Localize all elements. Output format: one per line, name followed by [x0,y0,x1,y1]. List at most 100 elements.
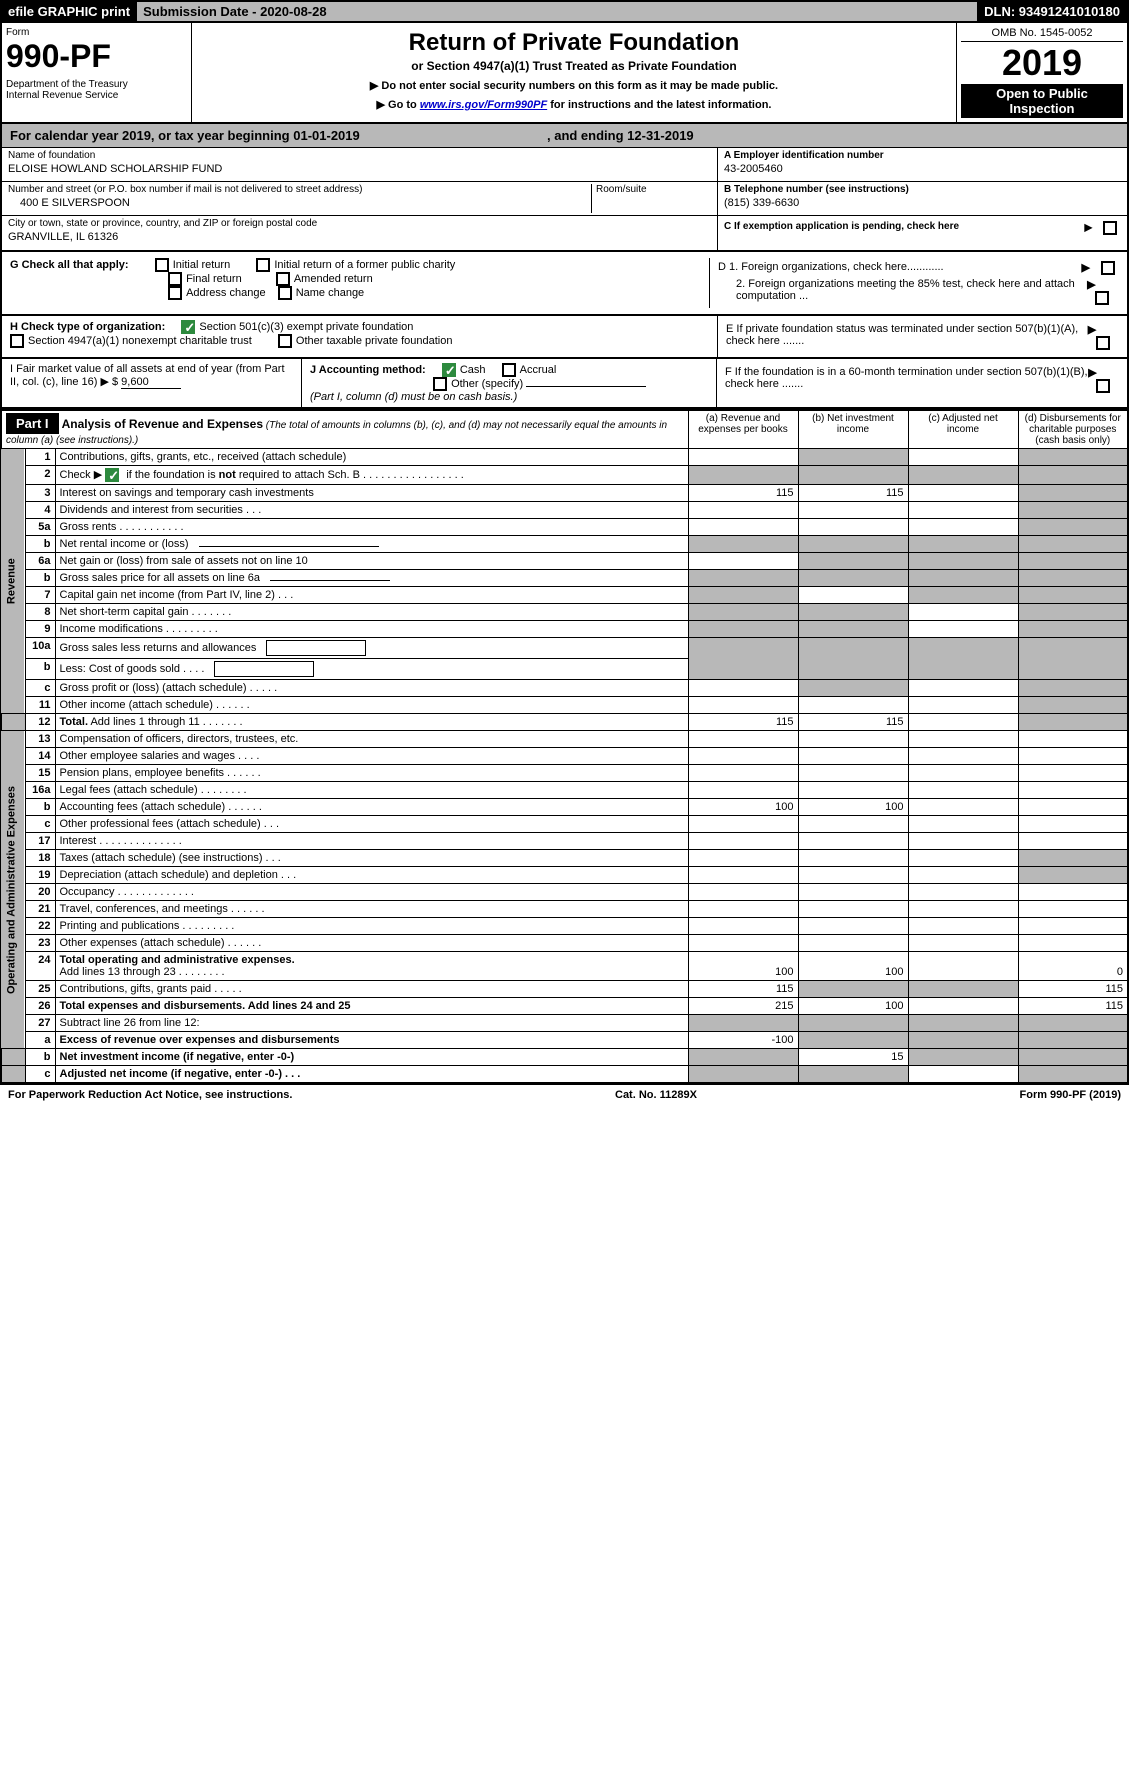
line-27c: Adjusted net income (if negative, enter … [55,1066,688,1084]
phone-value: (815) 339-6630 [724,197,1121,209]
other-taxable-checkbox[interactable] [278,334,292,348]
d1-checkbox[interactable] [1101,261,1115,275]
form-number: 990-PF [6,38,187,75]
cash-checkbox[interactable] [442,363,456,377]
line-22: Printing and publications . . . . . . . … [55,918,688,935]
line-5b: Net rental income or (loss) [55,536,688,553]
footer-mid: Cat. No. 11289X [615,1089,697,1101]
other-method-checkbox[interactable] [433,377,447,391]
col-c-header: (c) Adjusted net income [908,410,1018,449]
form-label: Form [6,27,187,38]
part1-table: Part I Analysis of Revenue and Expenses … [0,409,1129,1084]
accrual-checkbox[interactable] [502,363,516,377]
calendar-year-row: For calendar year 2019, or tax year begi… [0,124,1129,148]
c-checkbox[interactable] [1103,221,1117,235]
foundation-name: ELOISE HOWLAND SCHOLARSHIP FUND [8,163,711,175]
line-23: Other expenses (attach schedule) . . . .… [55,935,688,952]
section-g: G Check all that apply: Initial return I… [0,252,1129,315]
c-label: C If exemption application is pending, c… [724,221,959,232]
line-13: Compensation of officers, directors, tru… [55,731,688,748]
line-16b: Accounting fees (attach schedule) . . . … [55,799,688,816]
line-25: Contributions, gifts, grants paid . . . … [55,981,688,998]
line-12: Total. Add lines 1 through 11 . . . . . … [55,714,688,731]
g-label: G Check all that apply: [10,259,129,271]
part1-title: Analysis of Revenue and Expenses [62,417,263,431]
line-19: Depreciation (attach schedule) and deple… [55,867,688,884]
line-8: Net short-term capital gain . . . . . . … [55,604,688,621]
footer: For Paperwork Reduction Act Notice, see … [0,1084,1129,1105]
line-6a: Net gain or (loss) from sale of assets n… [55,553,688,570]
line-14: Other employee salaries and wages . . . … [55,748,688,765]
d1-label: D 1. Foreign organizations, check here..… [718,261,944,273]
line-15: Pension plans, employee benefits . . . .… [55,765,688,782]
sch-b-checkbox[interactable] [105,468,119,482]
section-h: H Check type of organization: Section 50… [0,315,1129,359]
line-21: Travel, conferences, and meetings . . . … [55,901,688,918]
phone-label: B Telephone number (see instructions) [724,184,1121,195]
amended-return-checkbox[interactable] [276,272,290,286]
line-10c: Gross profit or (loss) (attach schedule)… [55,680,688,697]
city-value: GRANVILLE, IL 61326 [8,231,711,243]
e-label: E If private foundation status was termi… [726,323,1088,347]
line-27b: Net investment income (if negative, ente… [55,1049,688,1066]
irs-label: Internal Revenue Service [6,90,187,101]
col-b-header: (b) Net investment income [798,410,908,449]
name-label: Name of foundation [8,150,711,161]
line-6b: Gross sales price for all assets on line… [55,570,688,587]
submission-date: Submission Date - 2020-08-28 [137,2,978,21]
name-change-checkbox[interactable] [278,286,292,300]
line-16c: Other professional fees (attach schedule… [55,816,688,833]
d2-label: 2. Foreign organizations meeting the 85%… [718,278,1087,302]
street-address: 400 E SILVERSPOON [8,197,591,209]
expenses-label: Operating and Administrative Expenses [1,731,25,1049]
top-bar: efile GRAPHIC print Submission Date - 20… [0,0,1129,23]
h-label: H Check type of organization: [10,321,165,333]
revenue-label: Revenue [1,449,25,714]
form-subtitle: or Section 4947(a)(1) Trust Treated as P… [198,59,950,73]
form-note2: ▶ Go to www.irs.gov/Form990PF for instru… [198,98,950,111]
dept-label: Department of the Treasury [6,79,187,90]
room-label: Room/suite [596,184,711,195]
col-d-header: (d) Disbursements for charitable purpose… [1018,410,1128,449]
col-a-header: (a) Revenue and expenses per books [688,410,798,449]
line-18: Taxes (attach schedule) (see instruction… [55,850,688,867]
d2-checkbox[interactable] [1095,291,1109,305]
e-checkbox[interactable] [1096,336,1110,350]
line-16a: Legal fees (attach schedule) . . . . . .… [55,782,688,799]
line-10a: Gross sales less returns and allowances [55,638,688,659]
501c3-checkbox[interactable] [181,320,195,334]
footer-right: Form 990-PF (2019) [1020,1089,1121,1101]
open-public: Open to Public Inspection [961,84,1123,118]
form-header: Form 990-PF Department of the Treasury I… [0,23,1129,124]
efile-label: efile GRAPHIC print [2,2,137,21]
final-return-checkbox[interactable] [168,272,182,286]
form-link[interactable]: www.irs.gov/Form990PF [420,99,547,111]
line-27a: Excess of revenue over expenses and disb… [55,1032,688,1049]
line-9: Income modifications . . . . . . . . . [55,621,688,638]
address-change-checkbox[interactable] [168,286,182,300]
tax-year: 2019 [961,42,1123,84]
ein-label: A Employer identification number [724,150,1121,161]
initial-former-checkbox[interactable] [256,258,270,272]
line-4: Dividends and interest from securities .… [55,502,688,519]
dln: DLN: 93491241010180 [978,2,1127,21]
form-title: Return of Private Foundation [198,29,950,57]
f-checkbox[interactable] [1096,379,1110,393]
4947-checkbox[interactable] [10,334,24,348]
ein-value: 43-2005460 [724,163,1121,175]
line-24: Total operating and administrative expen… [55,952,688,981]
line-3: Interest on savings and temporary cash i… [55,485,688,502]
info-section: Name of foundation ELOISE HOWLAND SCHOLA… [0,148,1129,252]
line-1: Contributions, gifts, grants, etc., rece… [55,449,688,466]
f-label: F If the foundation is in a 60-month ter… [725,366,1088,390]
footer-left: For Paperwork Reduction Act Notice, see … [8,1089,292,1101]
initial-return-checkbox[interactable] [155,258,169,272]
line-20: Occupancy . . . . . . . . . . . . . [55,884,688,901]
j-note: (Part I, column (d) must be on cash basi… [310,391,517,403]
form-note1: ▶ Do not enter social security numbers o… [198,79,950,92]
line-10b: Less: Cost of goods sold . . . . [55,659,688,680]
j-label: J Accounting method: [310,364,426,376]
omb-number: OMB No. 1545-0052 [961,27,1123,42]
line-17: Interest . . . . . . . . . . . . . . [55,833,688,850]
line-26: Total expenses and disbursements. Add li… [55,998,688,1015]
